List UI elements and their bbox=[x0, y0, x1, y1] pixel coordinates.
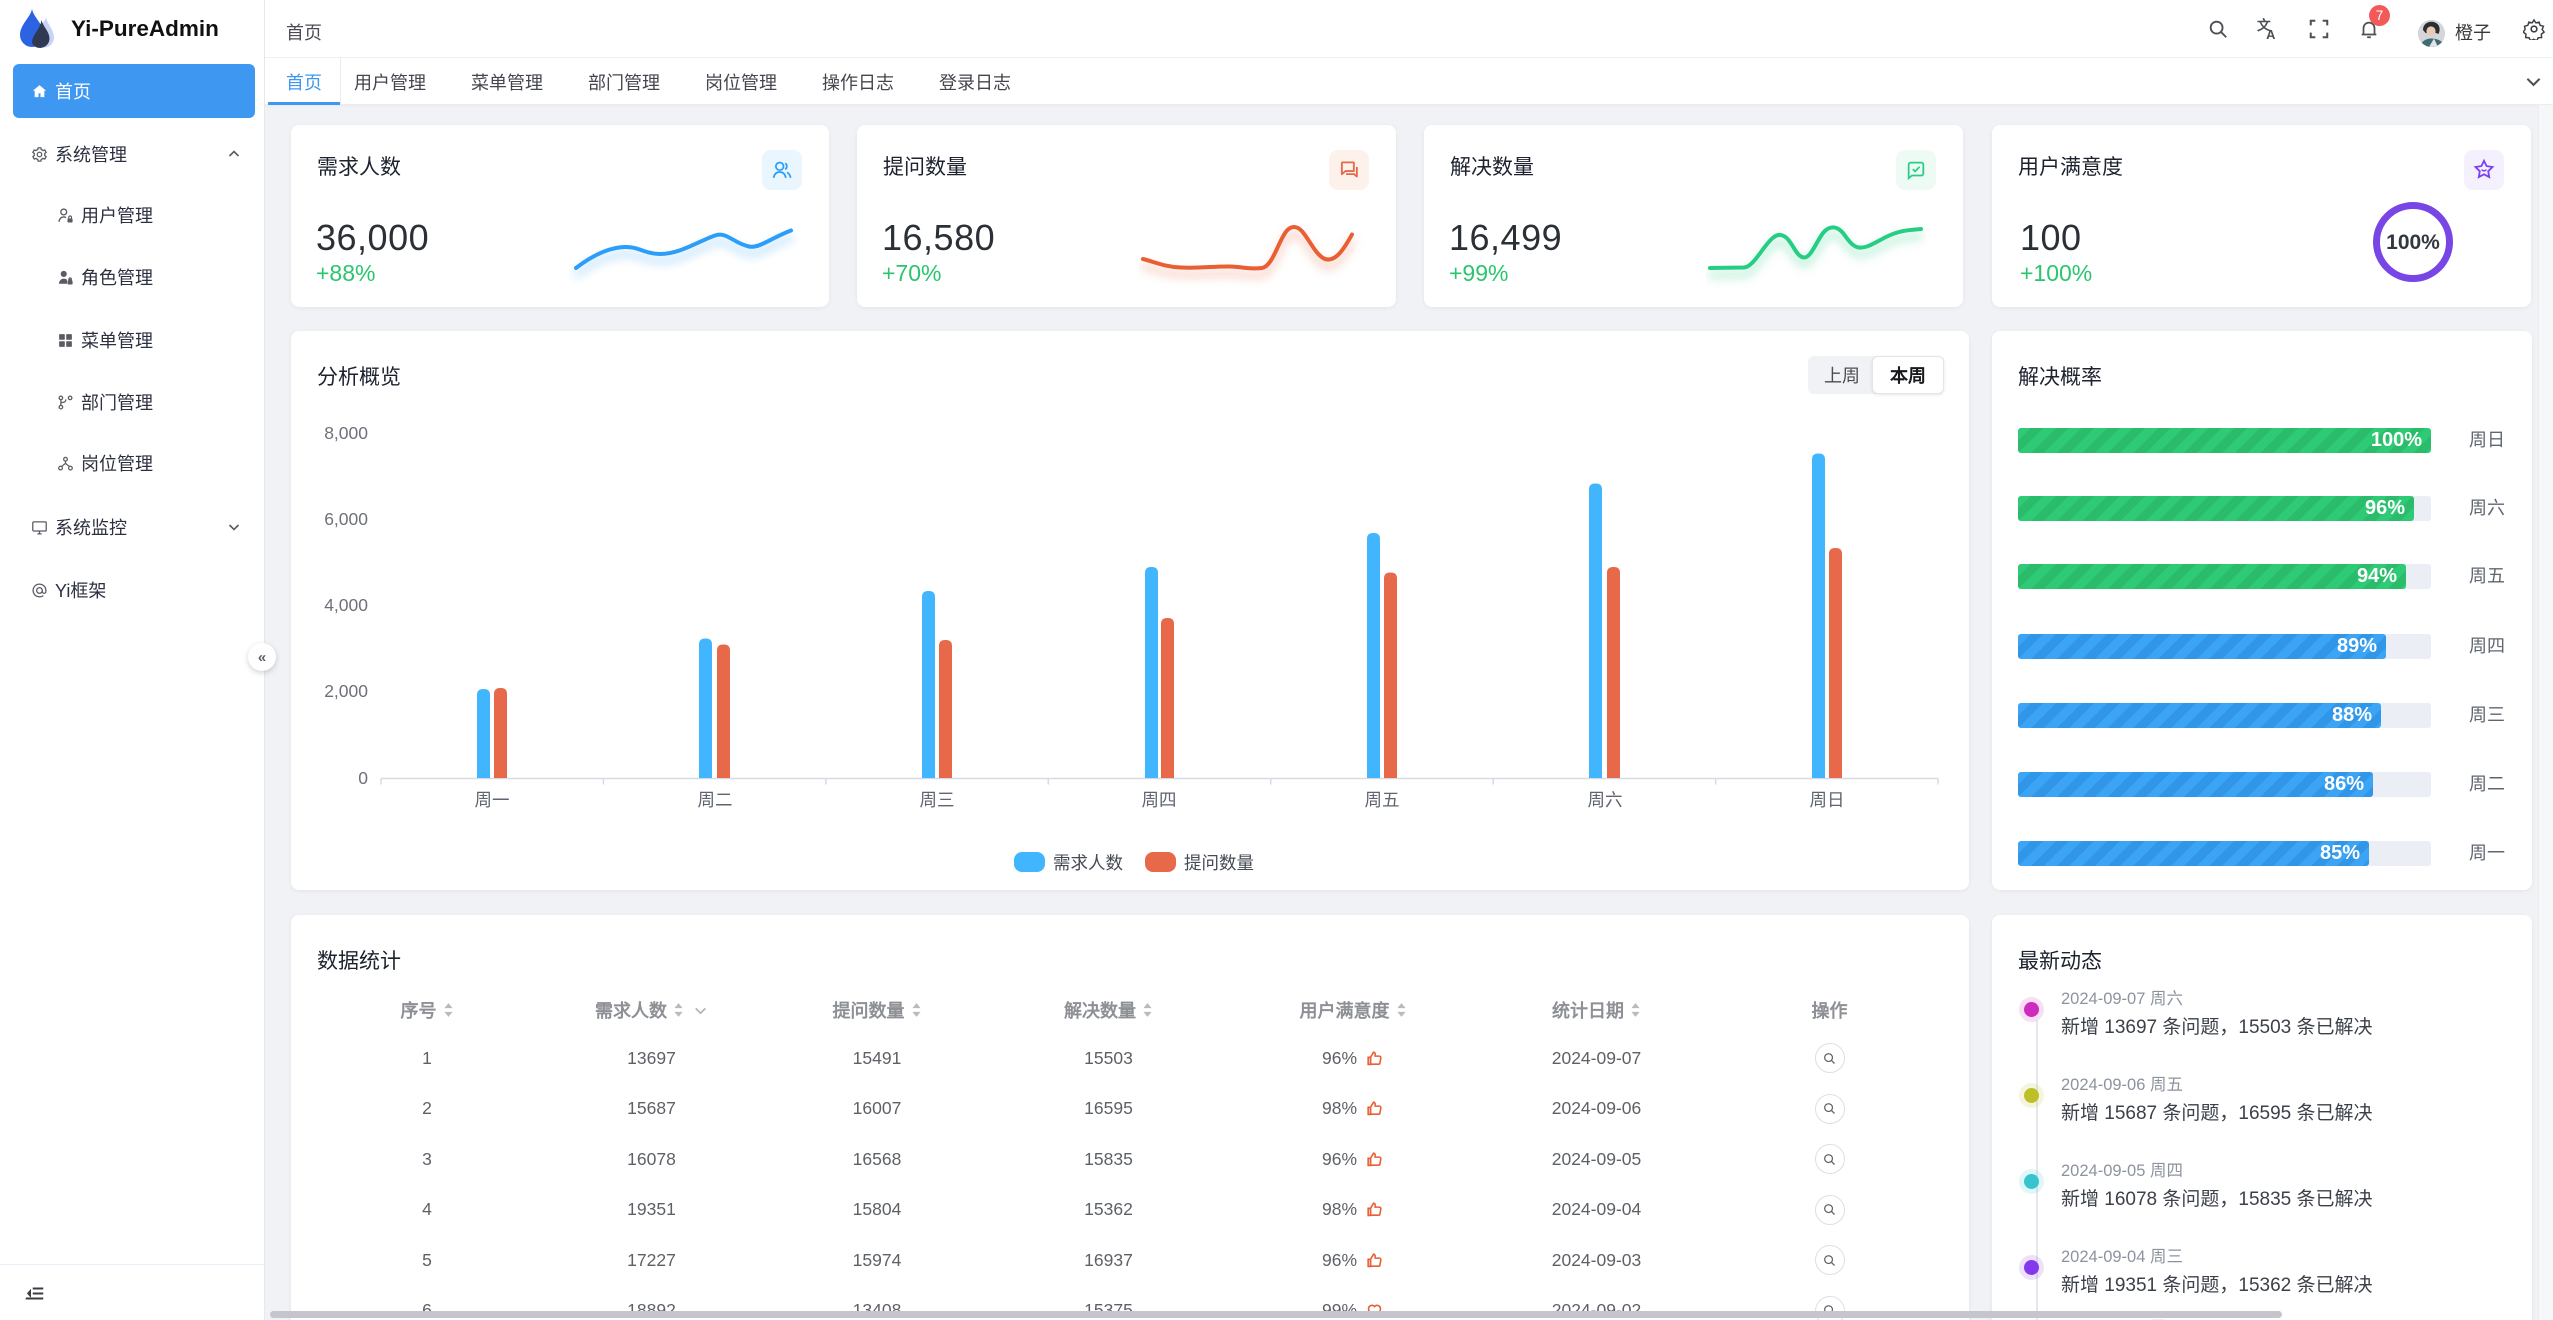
svg-text:周六: 周六 bbox=[1588, 790, 1623, 810]
svg-text:A: A bbox=[2266, 27, 2275, 40]
svg-text:周一: 周一 bbox=[475, 790, 510, 810]
svg-text:周日: 周日 bbox=[1810, 790, 1845, 810]
svg-text:周三: 周三 bbox=[920, 790, 955, 810]
svg-text:周二: 周二 bbox=[698, 790, 733, 810]
svg-text:周五: 周五 bbox=[1365, 790, 1400, 810]
svg-text:2,000: 2,000 bbox=[324, 681, 368, 701]
svg-text:提问数量: 提问数量 bbox=[1184, 853, 1254, 873]
svg-text:100%: 100% bbox=[2386, 231, 2440, 254]
svg-text:8,000: 8,000 bbox=[324, 423, 368, 443]
svg-text:0: 0 bbox=[358, 768, 368, 788]
svg-text:需求人数: 需求人数 bbox=[1053, 853, 1123, 873]
svg-text:文: 文 bbox=[2257, 18, 2271, 33]
svg-text:6,000: 6,000 bbox=[324, 509, 368, 529]
svg-text:周四: 周四 bbox=[1142, 790, 1177, 810]
svg-text:4,000: 4,000 bbox=[324, 595, 368, 615]
